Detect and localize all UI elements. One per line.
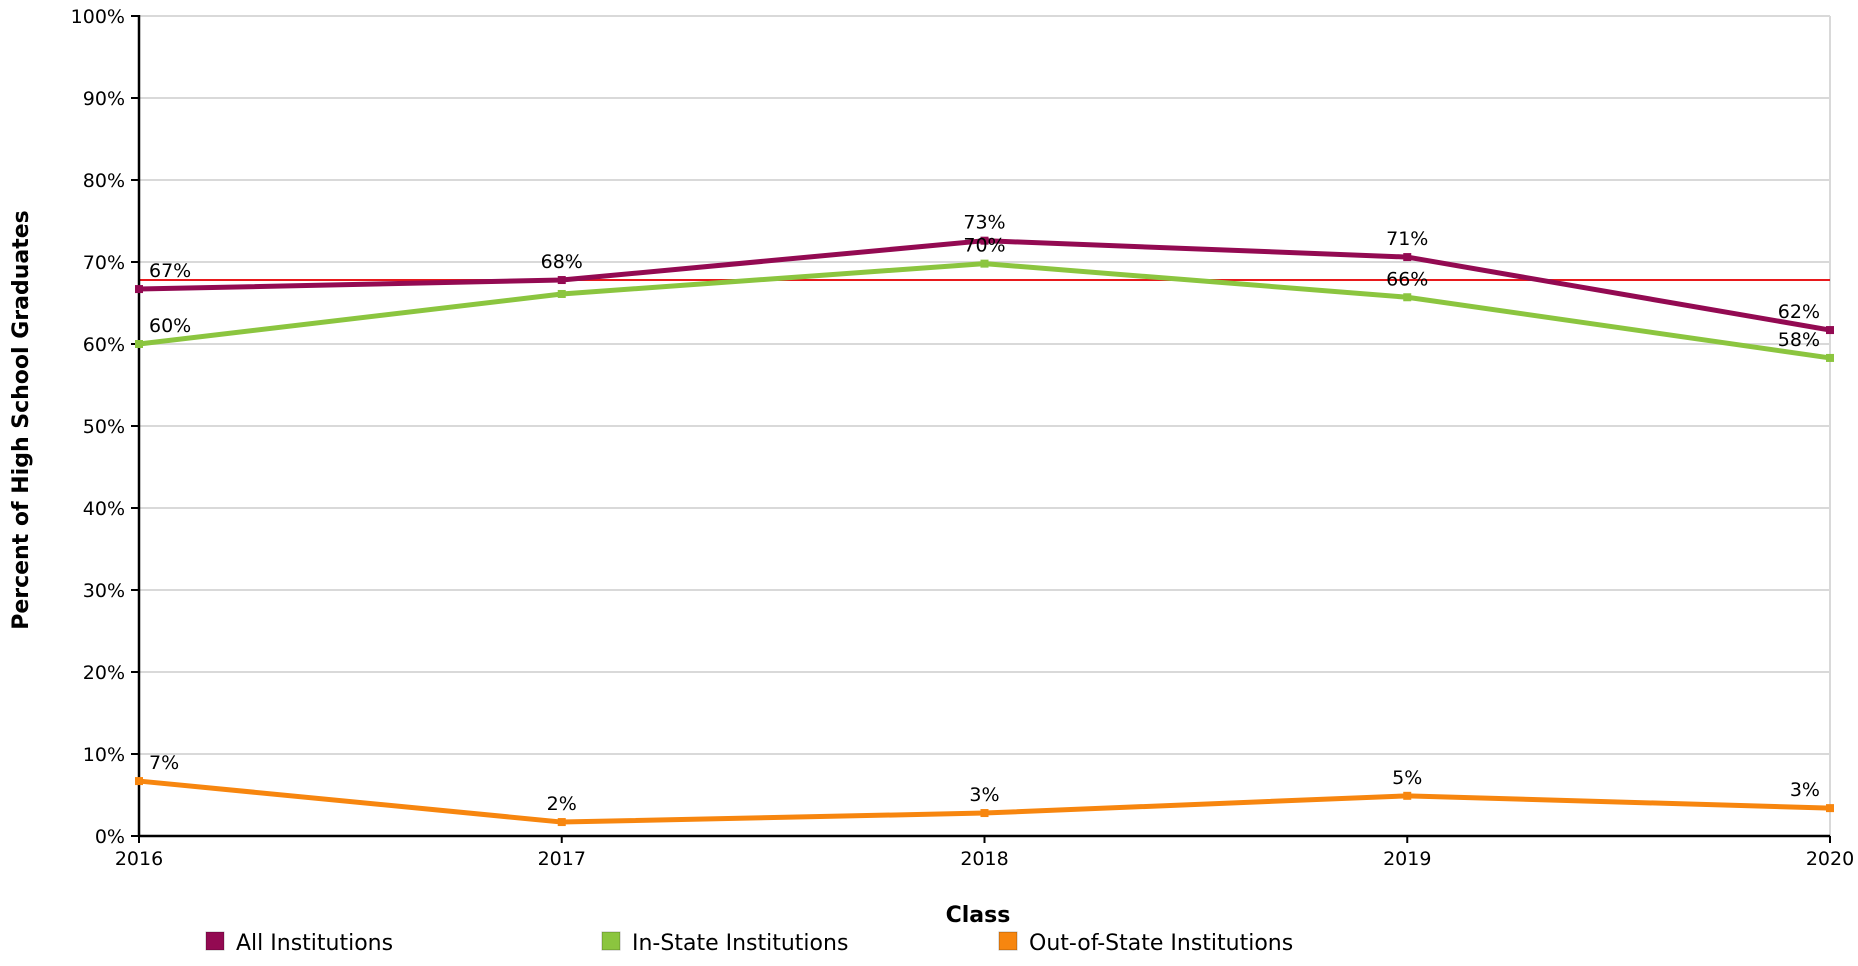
data-point — [135, 285, 143, 294]
y-tick-label: 0% — [95, 826, 125, 848]
x-axis-title: Class — [946, 903, 1011, 928]
data-point — [135, 340, 143, 348]
data-label: 62% — [1778, 301, 1820, 323]
y-tick-label: 20% — [83, 662, 125, 684]
data-label: 58% — [1778, 329, 1820, 351]
y-tick-label: 10% — [83, 744, 125, 766]
series-lines — [135, 236, 1834, 827]
data-point — [980, 809, 989, 818]
data-labels: 67% 68% 73% 71% 62% 60% 70% 66% 58% 7% 2% 3% 5% 3% — [149, 212, 1820, 815]
x-tick-label: 2019 — [1383, 848, 1431, 870]
data-point — [1826, 804, 1834, 813]
data-label: 7% — [149, 752, 179, 774]
x-tick-label: 2018 — [960, 848, 1008, 870]
legend-label: Out-of-State Institutions — [1029, 931, 1293, 956]
y-tick-label: 30% — [83, 580, 125, 602]
legend-swatch — [205, 931, 225, 951]
data-label: 5% — [1392, 767, 1422, 789]
legend-label: All Institutions — [236, 931, 393, 956]
legend-item: In-State Institutions — [601, 931, 848, 956]
y-axis-title: Percent of High School Graduates — [9, 210, 34, 630]
x-tick-label: 2017 — [538, 848, 586, 870]
y-tick-label: 80% — [83, 170, 125, 192]
data-point — [135, 777, 143, 786]
legend-label: In-State Institutions — [632, 931, 848, 956]
legend-swatch — [601, 931, 621, 951]
y-tick-label: 60% — [83, 334, 125, 356]
data-point — [1403, 253, 1412, 262]
y-tick-label: 70% — [83, 252, 125, 274]
data-label: 71% — [1386, 228, 1428, 250]
data-point — [1826, 353, 1834, 362]
data-label: 60% — [149, 315, 191, 337]
legend-item: All Institutions — [205, 931, 393, 956]
data-point — [557, 289, 566, 298]
legend-swatch — [998, 931, 1018, 951]
data-label: 3% — [1790, 779, 1820, 801]
data-label: 66% — [1386, 268, 1428, 290]
gridlines — [139, 15, 1831, 836]
legend: All Institutions In-State Institutions Out… — [205, 931, 1293, 956]
data-label: 70% — [963, 235, 1005, 257]
data-label: 3% — [969, 784, 999, 806]
y-tick-label: 50% — [83, 416, 125, 438]
data-label: 68% — [541, 251, 583, 273]
x-tick-label: 2016 — [115, 848, 163, 870]
axes: 0% 10% 20% 30% 40% 50% 60% 70% 80% 90% 100% 2016 201… — [71, 6, 1855, 870]
data-point — [980, 259, 989, 268]
data-label: 2% — [547, 793, 577, 815]
y-tick-label: 40% — [83, 498, 125, 520]
x-tick-label: 2020 — [1806, 848, 1854, 870]
data-point — [980, 236, 989, 245]
data-label: 73% — [963, 212, 1005, 234]
data-point — [557, 276, 566, 285]
data-label: 67% — [149, 260, 191, 282]
data-point — [557, 818, 566, 827]
data-point — [1826, 326, 1834, 335]
data-point — [1403, 791, 1412, 800]
y-tick-label: 100% — [71, 6, 125, 28]
y-tick-label: 90% — [83, 88, 125, 110]
legend-item: Out-of-State Institutions — [998, 931, 1293, 956]
data-point — [1403, 293, 1412, 302]
